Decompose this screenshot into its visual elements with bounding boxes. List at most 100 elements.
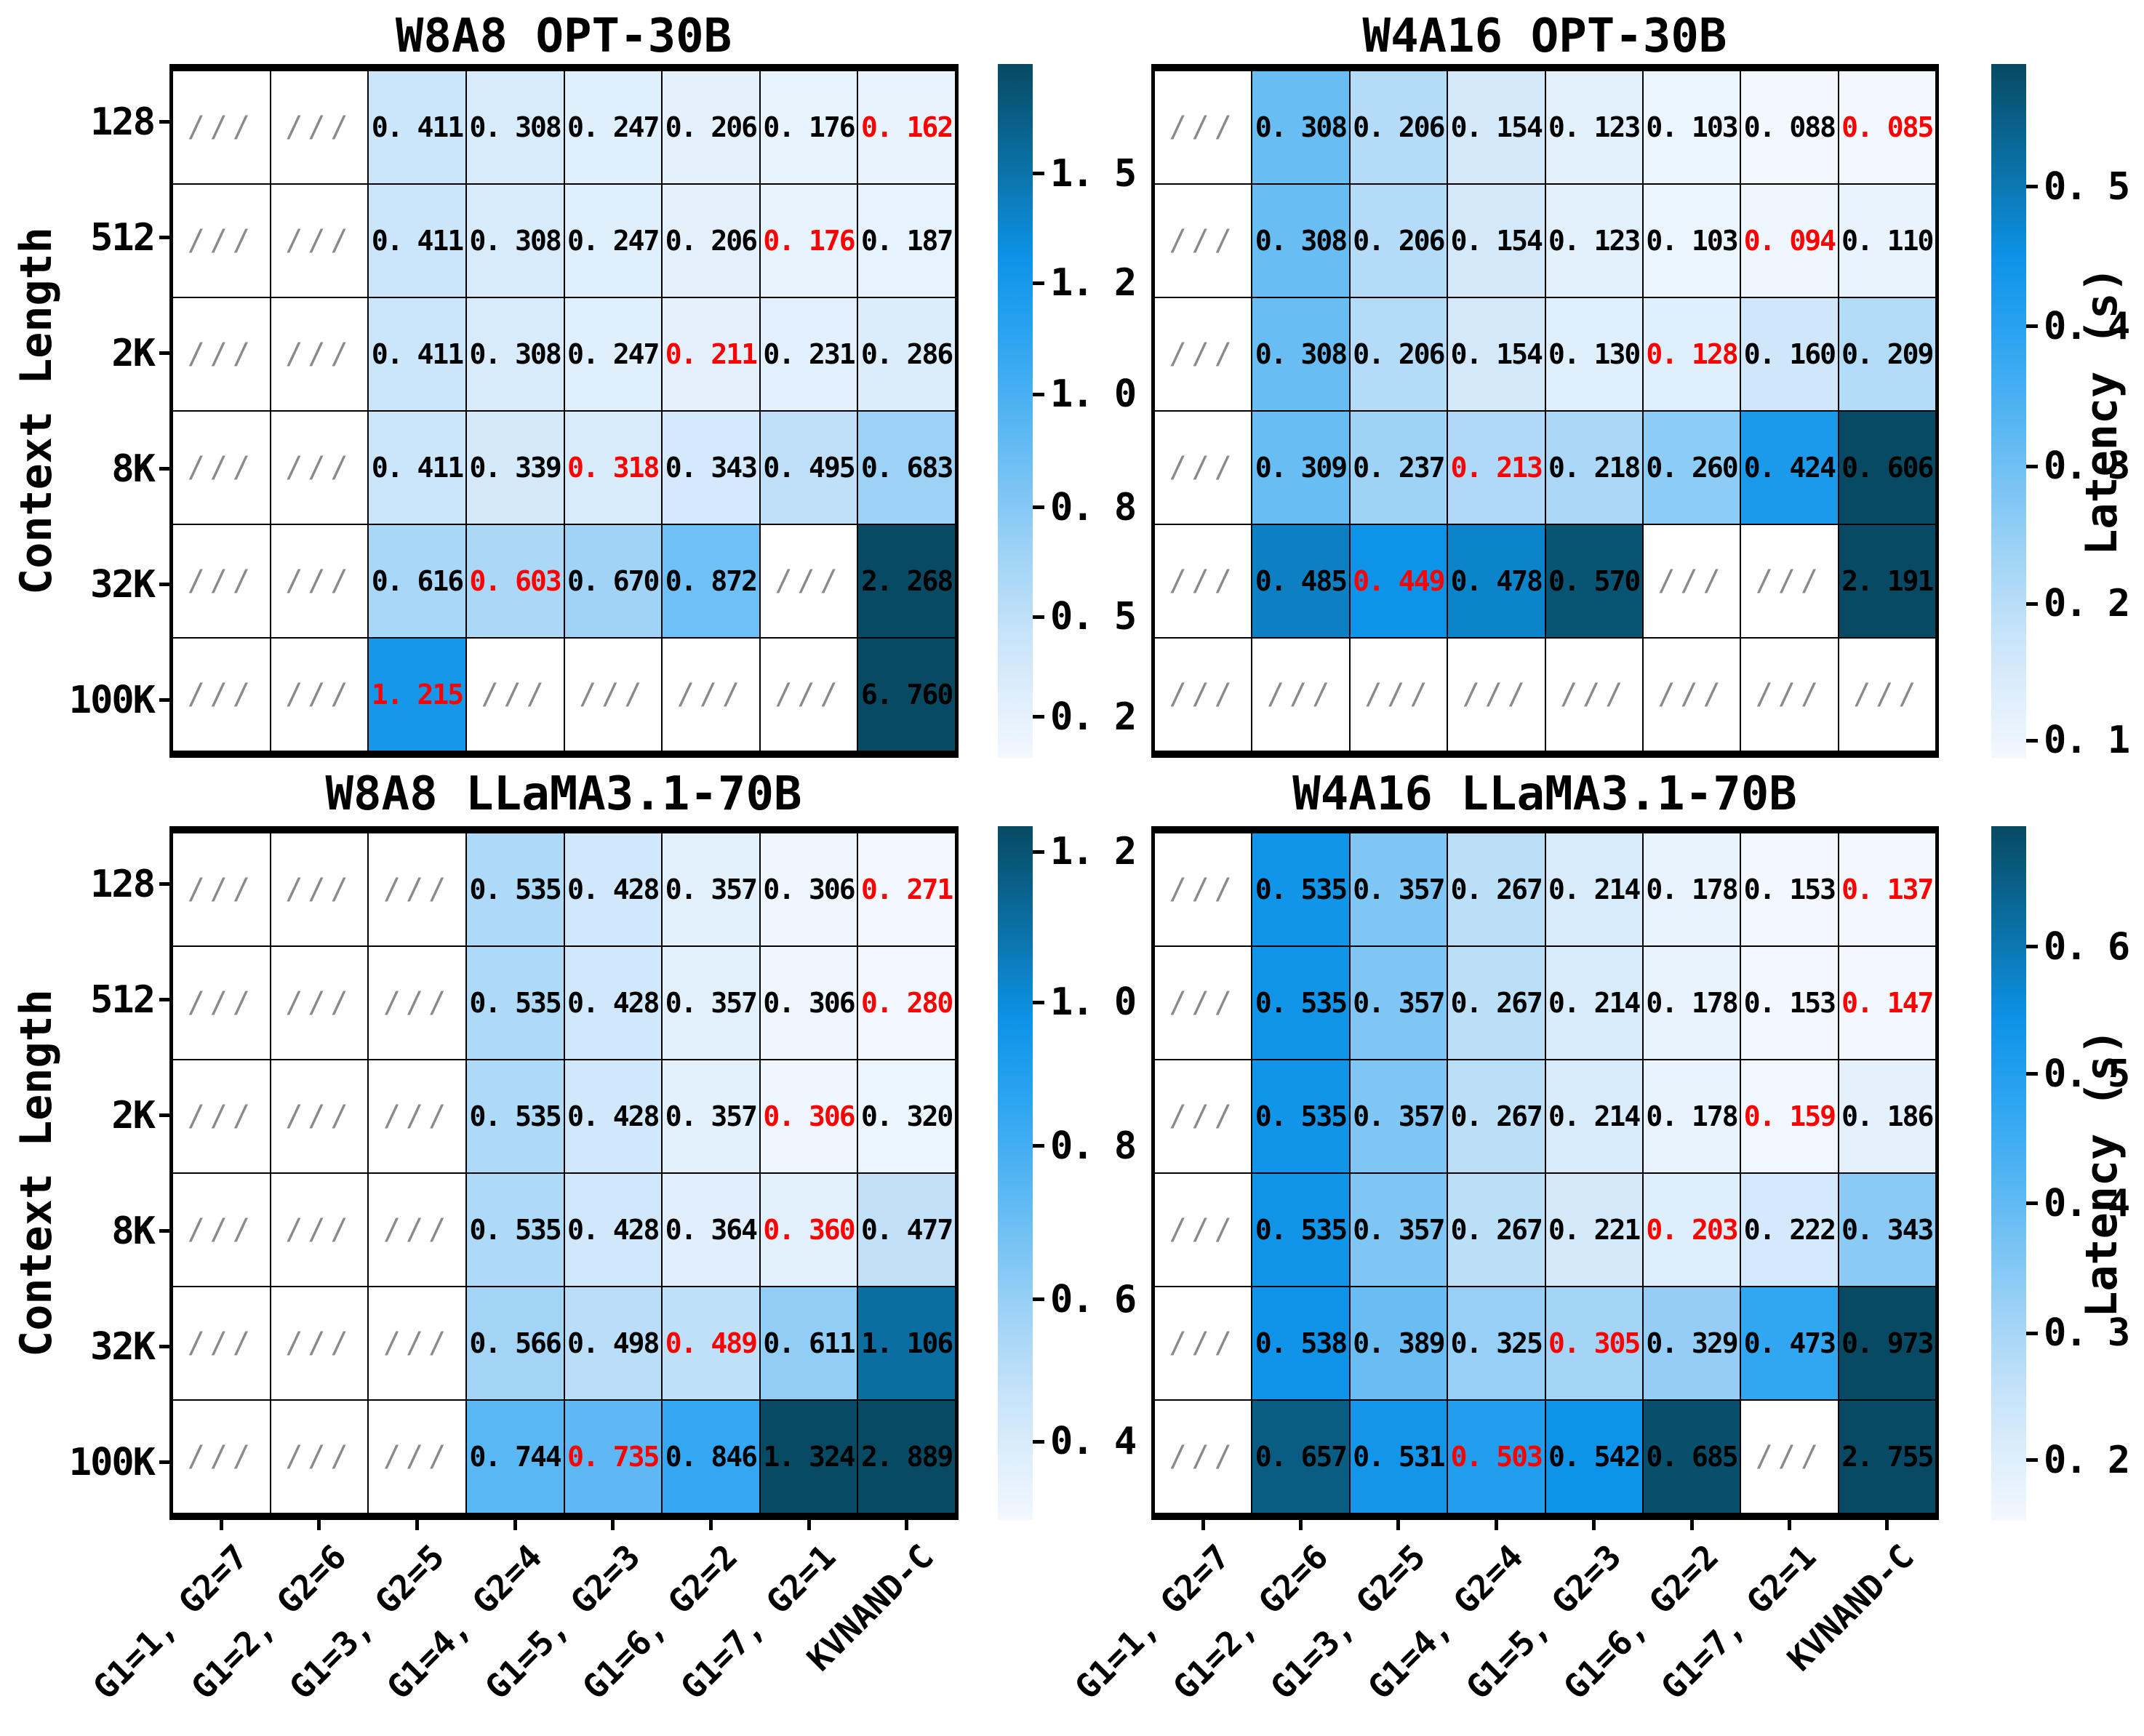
x-tick-mark [1885, 1520, 1889, 1530]
x-tick-mark [219, 1520, 223, 1530]
colorbar-tick-label: 0. 8 [1050, 1124, 1137, 1168]
heatmap-cell: /// [270, 71, 369, 184]
colorbar-tick-mark [1033, 1439, 1044, 1444]
heatmap-cell: 0. 566 [465, 1287, 564, 1400]
colorbar-tick-mark [2026, 464, 2038, 468]
colorbar-tick-mark [2026, 1201, 2038, 1206]
heatmap-cell: 0. 477 [857, 1173, 956, 1287]
heatmap-panel-w8a8-opt30b: //////0. 411 0. 308 0. 247 0. 206 0. 176 0. 1… [169, 64, 959, 758]
heatmap-cell: 0. 538 [1252, 1287, 1350, 1400]
panel-title-w4a16-llama: W4A16 LLaMA3.1-70B [1292, 767, 1797, 821]
heatmap-cell: 0. 343 [662, 411, 760, 524]
heatmap-cell: 0. 485 [1252, 524, 1350, 638]
heatmap-cell: 0. 306 [759, 833, 858, 946]
heatmap-cell: 2. 191 [1838, 524, 1936, 638]
heatmap-cell: 0. 616 [368, 524, 466, 638]
heatmap-cell: 0. 357 [1349, 833, 1448, 946]
heatmap-cell: 0. 535 [465, 833, 564, 946]
heatmap-cell: /// [172, 71, 271, 184]
heatmap-cell: 0. 103 [1642, 71, 1741, 184]
colorbar [1991, 826, 2026, 1520]
heatmap-cell: 0. 685 [1642, 1400, 1741, 1513]
colorbar-tick-label: 0. 4 [2044, 1181, 2130, 1225]
colorbar-tick-mark [1033, 1000, 1044, 1004]
heatmap-cell: /// [270, 946, 369, 1060]
panel-title-w4a16-opt30b: W4A16 OPT-30B [1362, 9, 1727, 63]
heatmap-cell: 0. 160 [1740, 297, 1839, 411]
heatmap-cell: 0. 343 [1838, 1173, 1936, 1287]
colorbar-tick-mark [1033, 172, 1044, 176]
colorbar-tick-mark [2026, 738, 2038, 743]
heatmap-cell: 0. 267 [1447, 1060, 1545, 1173]
colorbar-tick-label: 1. 0 [1050, 372, 1137, 417]
y-tick-mark [159, 998, 169, 1001]
heatmap-cell: 0. 085 [1838, 71, 1936, 184]
colorbar-tick-mark [2026, 324, 2038, 329]
heatmap-cell: /// [1154, 524, 1252, 638]
y-tick-label: 100K [68, 1440, 156, 1484]
heatmap-cell: 0. 176 [759, 184, 858, 297]
x-tick-mark [1299, 1520, 1303, 1530]
y-tick-mark [159, 1229, 169, 1233]
heatmap-cell: 0. 213 [1447, 411, 1545, 524]
heatmap-cell: 0. 305 [1545, 1287, 1643, 1400]
heatmap-cell: 0. 237 [1349, 411, 1448, 524]
heatmap-cell: /// [368, 1173, 466, 1287]
heatmap-cell: /// [172, 638, 271, 751]
heatmap-cell: /// [1154, 411, 1252, 524]
heatmap-cell: 2. 755 [1838, 1400, 1936, 1513]
heatmap-cell: 0. 247 [564, 184, 663, 297]
heatmap-cell: 0. 428 [564, 1173, 663, 1287]
heatmap-cell: 0. 535 [1252, 833, 1350, 946]
heatmap-cell: 0. 683 [857, 411, 956, 524]
heatmap-cell: 0. 498 [564, 1287, 663, 1400]
heatmap-cell: /// [1154, 1173, 1252, 1287]
heatmap-cell: 0. 329 [1642, 1287, 1741, 1400]
heatmap-cell: 0. 209 [1838, 297, 1936, 411]
colorbar-tick-mark [1033, 615, 1044, 619]
heatmap-cell: 0. 286 [857, 297, 956, 411]
heatmap-cell: 0. 531 [1349, 1400, 1448, 1513]
panel-title-w8a8-opt30b: W8A8 OPT-30B [395, 9, 732, 63]
y-tick-label: 2K [111, 331, 156, 375]
heatmap-cell: 0. 473 [1740, 1287, 1839, 1400]
heatmap-cell: 0. 428 [564, 946, 663, 1060]
heatmap-cell: 0. 535 [1252, 946, 1350, 1060]
colorbar [998, 826, 1033, 1520]
heatmap-cell: /// [1154, 833, 1252, 946]
heatmap-cell: /// [368, 1287, 466, 1400]
heatmap-cell: 1. 324 [759, 1400, 858, 1513]
heatmap-cell: 0. 503 [1447, 1400, 1545, 1513]
heatmap-cell: 0. 123 [1545, 71, 1643, 184]
panel-title-w8a8-llama: W8A8 LLaMA3.1-70B [325, 767, 802, 821]
heatmap-cell: 0. 320 [857, 1060, 956, 1173]
colorbar-tick-label: 0. 3 [2044, 1311, 2130, 1356]
heatmap-cell: 0. 325 [1447, 1287, 1545, 1400]
y-tick-mark [159, 351, 169, 355]
heatmap-cell: 0. 267 [1447, 833, 1545, 946]
colorbar-tick-label: 0. 6 [1050, 1277, 1137, 1321]
colorbar-tick-mark [2026, 1458, 2038, 1463]
x-tick-mark [1787, 1520, 1791, 1530]
y-tick-mark [159, 467, 169, 471]
heatmap-cell: 1. 215 [368, 638, 466, 751]
heatmap-cell: 0. 186 [1838, 1060, 1936, 1173]
heatmap-cell: 0. 606 [1838, 411, 1936, 524]
heatmap-cell: 2. 889 [857, 1400, 956, 1513]
heatmap-cell: /// [1740, 1400, 1839, 1513]
heatmap-cell: 0. 535 [1252, 1173, 1350, 1287]
heatmap-cell: 0. 339 [465, 411, 564, 524]
colorbar-tick-mark [2026, 945, 2038, 949]
heatmap-cell: /// [1154, 946, 1252, 1060]
colorbar-tick-label: 0. 2 [2044, 582, 2130, 626]
heatmap-cell: 0. 670 [564, 524, 663, 638]
heatmap-cell: /// [270, 1400, 369, 1513]
heatmap-cell: 0. 206 [662, 71, 760, 184]
y-tick-mark [159, 120, 169, 124]
heatmap-cell: 0. 306 [759, 946, 858, 1060]
colorbar-tick-mark [2026, 185, 2038, 189]
heatmap-cell: /// [172, 1400, 271, 1513]
heatmap-cell: 0. 872 [662, 524, 760, 638]
heatmap-cell: /// [1154, 638, 1252, 751]
heatmap-cell: 0. 214 [1545, 946, 1643, 1060]
